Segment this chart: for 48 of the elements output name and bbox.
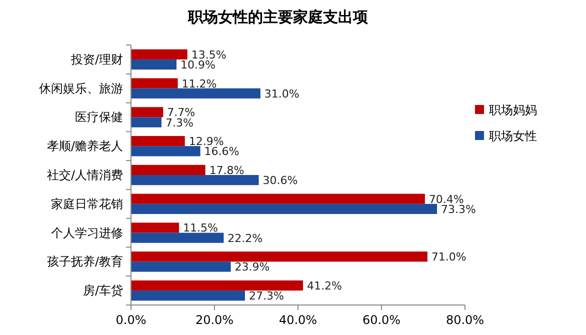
x-tick-label: 80.0% [446, 313, 484, 327]
x-tick-label: 20.0% [195, 313, 234, 327]
bar [131, 232, 224, 243]
bar [131, 262, 231, 272]
data-label: 30.6% [262, 174, 298, 188]
chart-title: 职场女性的主要家庭支出项 [187, 8, 369, 26]
bar [131, 136, 185, 146]
data-label: 71.0% [431, 250, 466, 264]
bar [131, 146, 200, 156]
bar [131, 222, 180, 233]
data-label: 11.5% [183, 222, 218, 235]
bar [131, 78, 178, 88]
y-tick-label: 家庭日常花销 [51, 196, 123, 211]
data-label: 27.3% [248, 290, 284, 303]
legend-label: 职场女性 [489, 129, 537, 143]
y-tick-label: 社交/人情消费 [46, 168, 123, 182]
x-tick-label: 60.0% [362, 313, 401, 327]
bar [131, 280, 304, 291]
bar [131, 204, 438, 214]
data-label: 11.2% [182, 77, 217, 90]
bar [131, 107, 164, 118]
bar [131, 88, 260, 98]
bar [131, 117, 162, 128]
x-tick-label: 40.0% [278, 313, 318, 327]
data-label: 23.9% [234, 260, 270, 274]
y-tick-label: 孩子抚养/教育 [46, 254, 123, 269]
y-tick-label: 孝顺/赡养老人 [46, 139, 123, 154]
legend-label: 职场妈妈 [489, 103, 537, 117]
y-tick-label: 投资/理财 [70, 52, 123, 66]
data-label: 22.2% [228, 232, 263, 245]
y-tick-label: 休闲娱乐、旅游 [39, 81, 123, 96]
y-tick-label: 个人学习进修 [51, 226, 123, 240]
bar [131, 290, 245, 301]
data-label: 13.5% [191, 48, 226, 62]
bar [131, 252, 428, 262]
x-tick-label: 0.0% [116, 313, 146, 327]
y-tick-label: 医疗保健 [75, 110, 123, 124]
y-tick-label: 房/车贷 [82, 284, 123, 298]
bar [131, 175, 259, 186]
bar [131, 164, 206, 175]
bar [131, 194, 425, 204]
data-label: 31.0% [264, 87, 300, 100]
bar [131, 59, 177, 70]
data-label: 41.2% [307, 280, 342, 292]
data-label: 10.9% [180, 58, 216, 72]
bar [131, 49, 188, 60]
data-label: 17.8% [209, 164, 244, 177]
data-label: 16.6% [204, 145, 240, 158]
